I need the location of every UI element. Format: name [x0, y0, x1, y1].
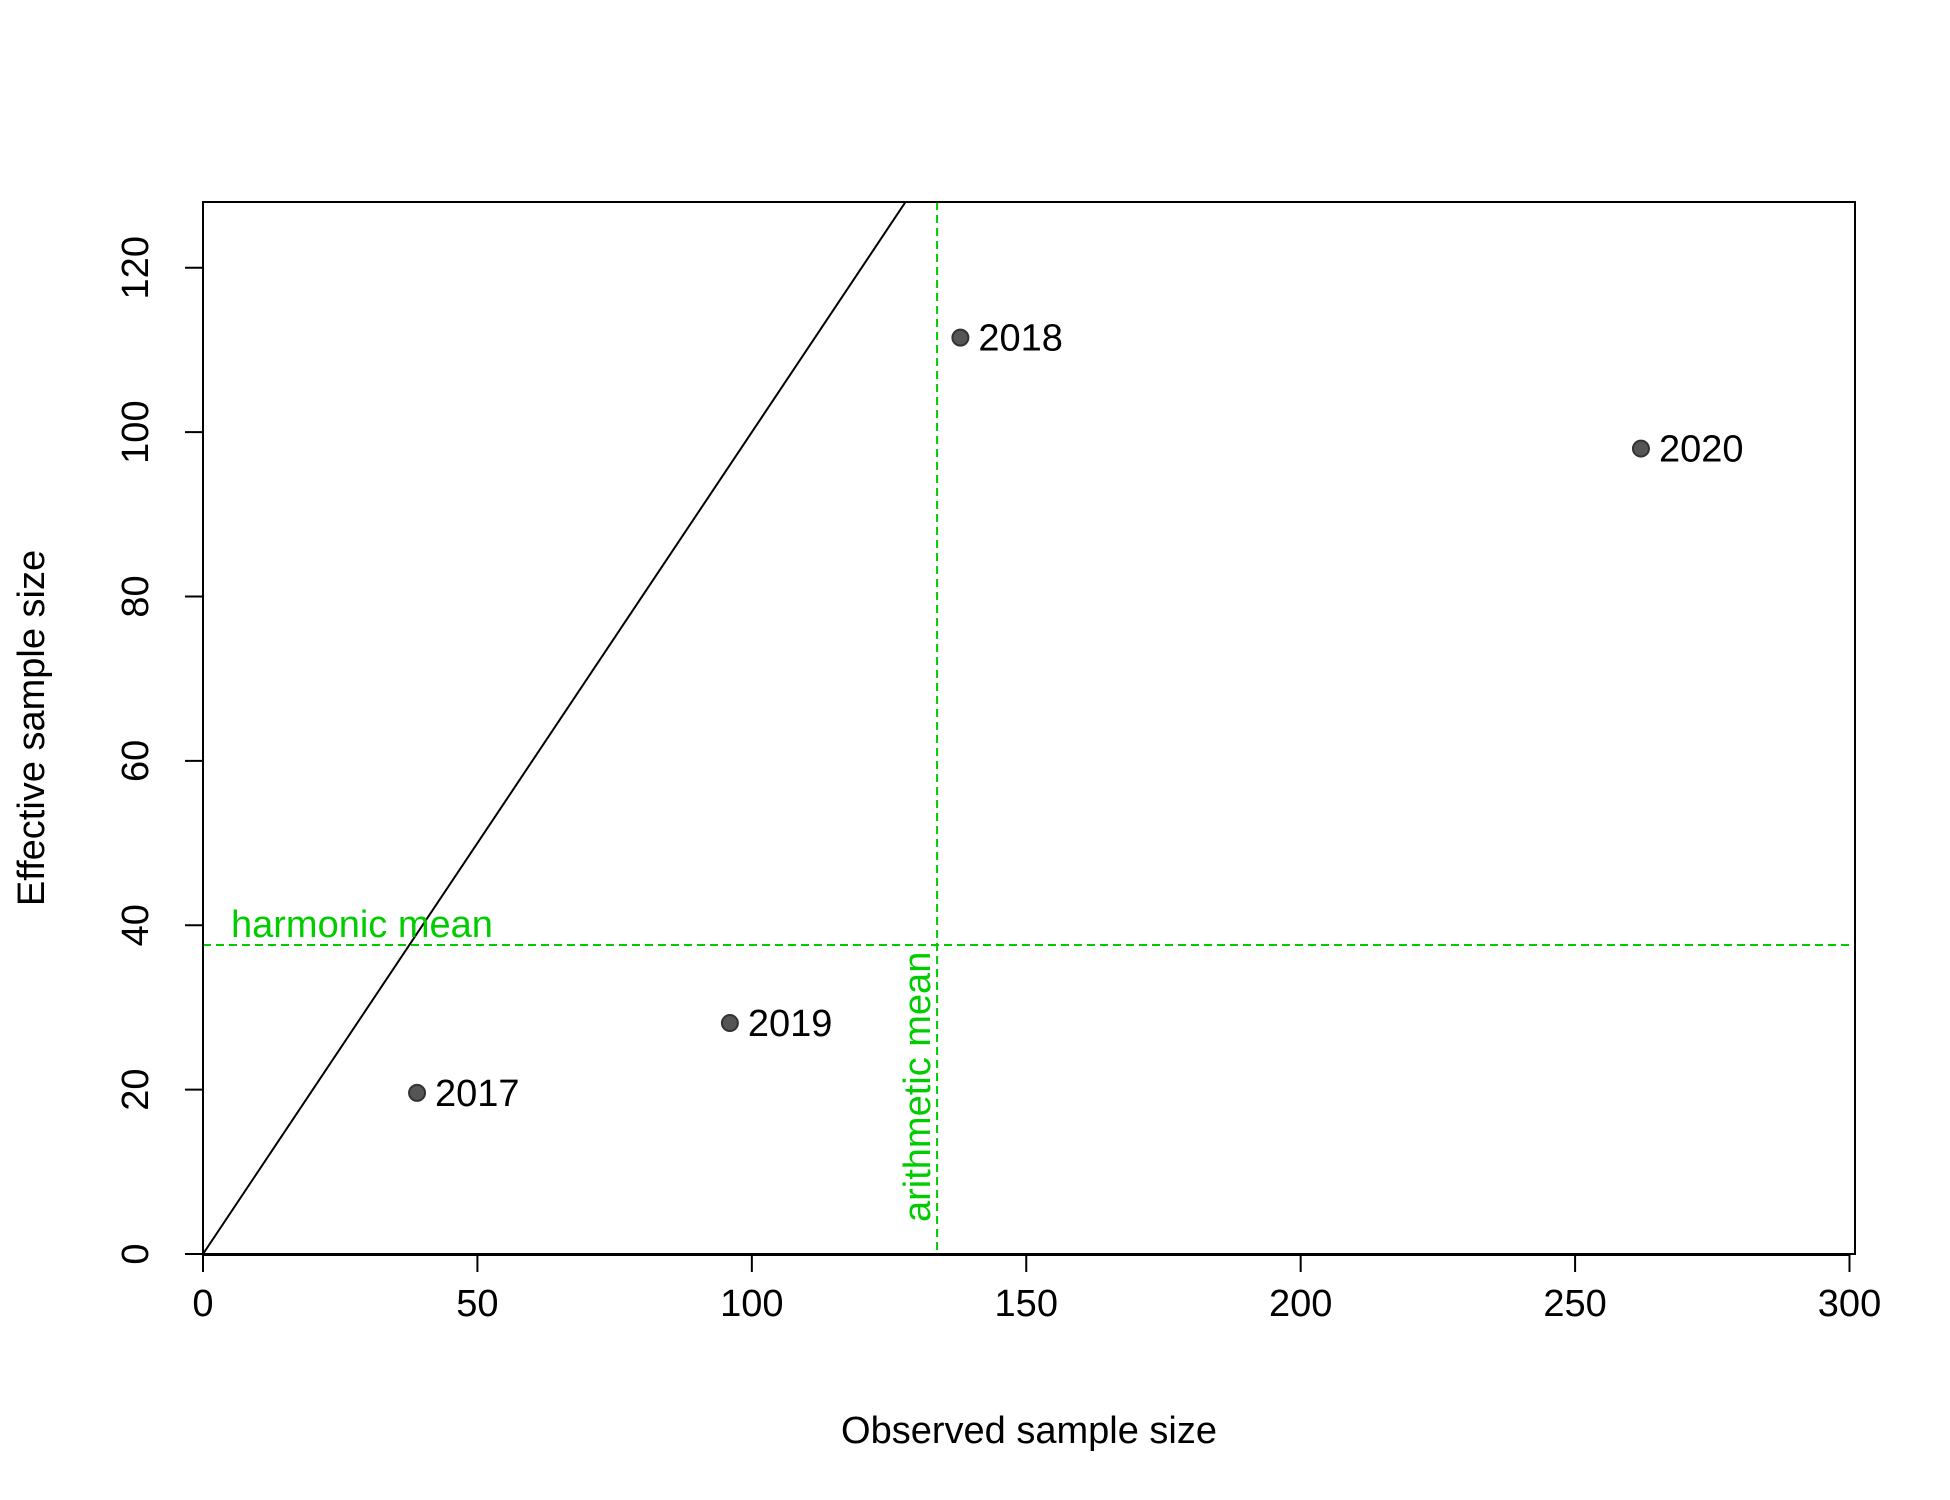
- data-point: [1631, 439, 1650, 458]
- data-point: [408, 1083, 427, 1102]
- data-point-label: 2019: [748, 1003, 833, 1045]
- y-tick-label: 40: [115, 904, 157, 946]
- harmonic-mean-label: harmonic mean: [231, 904, 493, 946]
- y-tick-label: 120: [115, 236, 157, 299]
- data-point-label: 2017: [435, 1073, 520, 1115]
- y-tick-label: 80: [115, 575, 157, 617]
- x-tick-label: 100: [720, 1283, 783, 1325]
- identity-line: [203, 202, 907, 1254]
- y-tick-label: 100: [115, 400, 157, 463]
- y-tick-label: 0: [115, 1243, 157, 1264]
- y-tick-label: 60: [115, 740, 157, 782]
- arithmetic-mean-label: arithmetic mean: [897, 952, 939, 1222]
- x-tick-label: 300: [1818, 1283, 1881, 1325]
- y-axis-label: Effective sample size: [11, 550, 53, 906]
- x-axis-label: Observed sample size: [841, 1410, 1217, 1452]
- x-tick-label: 200: [1269, 1283, 1332, 1325]
- x-tick-label: 50: [456, 1283, 498, 1325]
- x-tick-label: 0: [192, 1283, 213, 1325]
- x-tick-label: 250: [1543, 1283, 1606, 1325]
- data-point: [720, 1014, 739, 1033]
- data-point-label: 2020: [1659, 429, 1744, 471]
- data-point: [951, 328, 970, 347]
- data-point-label: 2018: [978, 318, 1063, 360]
- y-tick-label: 20: [115, 1068, 157, 1110]
- x-tick-label: 150: [995, 1283, 1058, 1325]
